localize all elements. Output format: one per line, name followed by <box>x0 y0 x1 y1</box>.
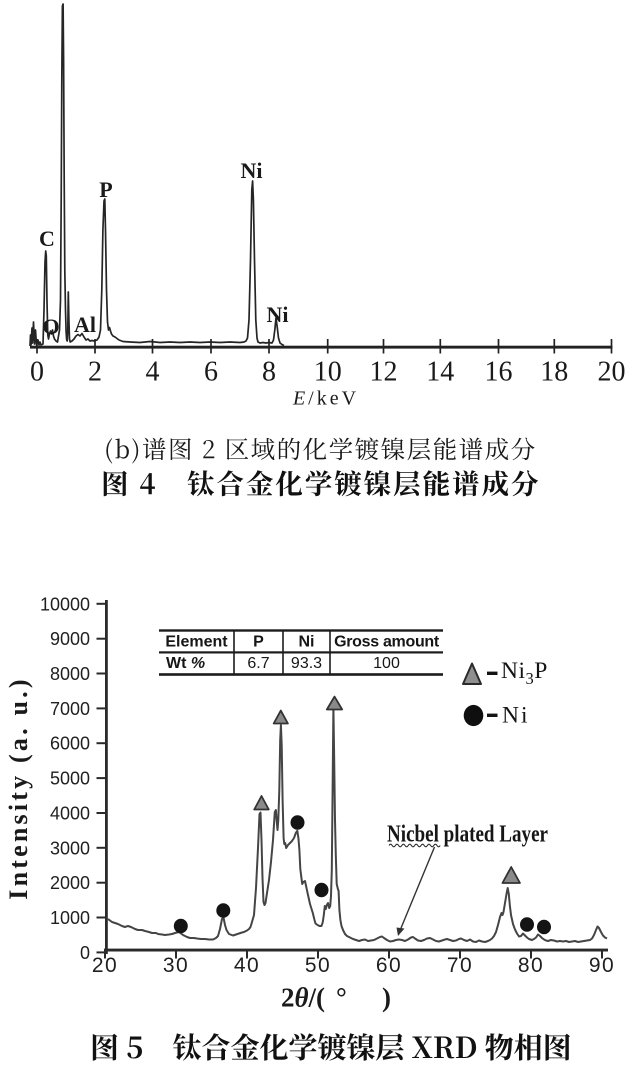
svg-text:2θ/(: 2θ/( <box>281 983 325 1013</box>
svg-text:14: 14 <box>426 357 454 388</box>
svg-text:30: 30 <box>163 954 189 977</box>
svg-text:Al: Al <box>74 312 96 337</box>
svg-text:0: 0 <box>30 357 44 388</box>
svg-text:Nicbel plated Layer: Nicbel plated Layer <box>387 822 548 848</box>
svg-text:Wt %: Wt % <box>166 655 205 672</box>
svg-text:6.7: 6.7 <box>247 655 269 672</box>
svg-text:E/keV: E/keV <box>292 388 359 410</box>
svg-text:90: 90 <box>589 954 615 977</box>
svg-text:6000: 6000 <box>50 734 90 754</box>
svg-text:10: 10 <box>314 357 342 388</box>
svg-text:7000: 7000 <box>50 699 90 719</box>
svg-text:20: 20 <box>598 357 626 388</box>
svg-text:40: 40 <box>234 954 260 977</box>
svg-text:Gross amount: Gross amount <box>334 634 440 651</box>
svg-text:60: 60 <box>376 954 402 977</box>
svg-text:Ni: Ni <box>502 703 530 729</box>
svg-text:4000: 4000 <box>50 804 90 824</box>
svg-text:Ni: Ni <box>267 302 289 327</box>
svg-text:3000: 3000 <box>50 838 90 858</box>
svg-text:6: 6 <box>204 357 218 388</box>
svg-text:18: 18 <box>540 357 568 388</box>
svg-text:0: 0 <box>80 943 90 963</box>
svg-text:8: 8 <box>262 357 276 388</box>
svg-text:P: P <box>253 634 264 651</box>
svg-text:5000: 5000 <box>50 769 90 789</box>
svg-text:): ) <box>382 983 391 1013</box>
svg-text:1000: 1000 <box>50 908 90 928</box>
svg-text:Ni: Ni <box>299 634 315 651</box>
svg-text:20: 20 <box>92 954 118 977</box>
svg-text:9000: 9000 <box>50 629 90 649</box>
svg-text:2: 2 <box>88 357 102 388</box>
svg-text:50: 50 <box>305 954 331 977</box>
svg-text:Ni: Ni <box>241 158 263 183</box>
svg-text:Element: Element <box>165 634 228 651</box>
svg-text:C: C <box>39 226 55 251</box>
svg-text:8000: 8000 <box>50 664 90 684</box>
svg-text:O: O <box>42 314 59 339</box>
svg-text:Ni3P: Ni3P <box>501 658 548 688</box>
svg-text:100: 100 <box>373 655 400 672</box>
svg-text:12: 12 <box>370 357 398 388</box>
svg-text:10000: 10000 <box>40 594 90 614</box>
svg-text:16: 16 <box>485 357 513 388</box>
svg-text:Intensity (a. u.): Intensity (a. u.) <box>4 676 33 899</box>
svg-text:P: P <box>99 177 112 202</box>
svg-text:93.3: 93.3 <box>291 655 322 672</box>
svg-text:80: 80 <box>518 954 544 977</box>
svg-text:°: ° <box>336 983 347 1013</box>
svg-text:70: 70 <box>447 954 473 977</box>
svg-text:4: 4 <box>146 357 160 388</box>
svg-text:2000: 2000 <box>50 873 90 893</box>
